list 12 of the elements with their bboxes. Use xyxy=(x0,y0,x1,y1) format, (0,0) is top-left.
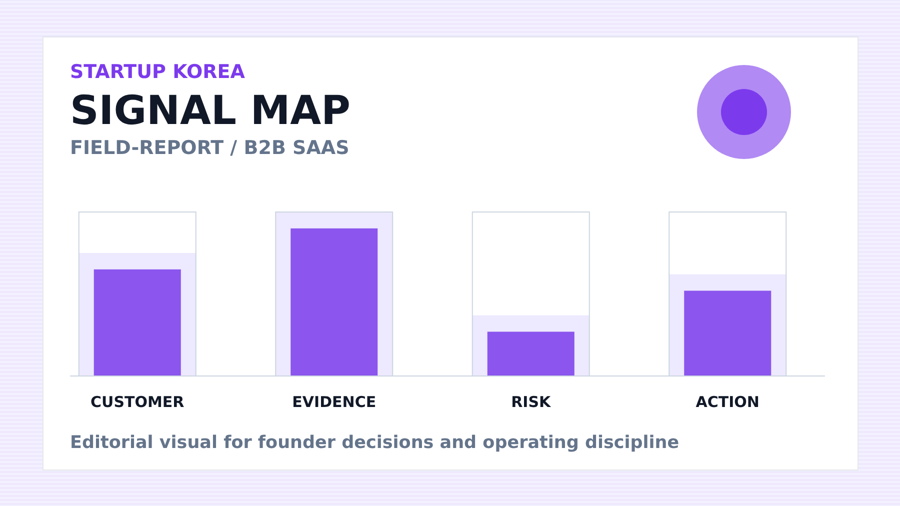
x-tick-label: ACTION xyxy=(696,393,760,411)
x-tick-label: CUSTOMER xyxy=(90,393,185,411)
bar xyxy=(684,290,772,376)
chart-title: SIGNAL MAP xyxy=(70,88,350,134)
bar xyxy=(94,269,181,376)
bar xyxy=(290,228,378,376)
bar xyxy=(487,332,574,376)
text: Editorial visual for founder decisions and operating discipline xyxy=(70,433,680,453)
x-tick-label: RISK xyxy=(511,393,552,411)
text: STARTUP KOREA xyxy=(70,61,246,83)
chart-subtitle: FIELD-REPORT / B2B SAAS xyxy=(70,137,350,159)
x-tick-label: EVIDENCE xyxy=(292,393,376,411)
